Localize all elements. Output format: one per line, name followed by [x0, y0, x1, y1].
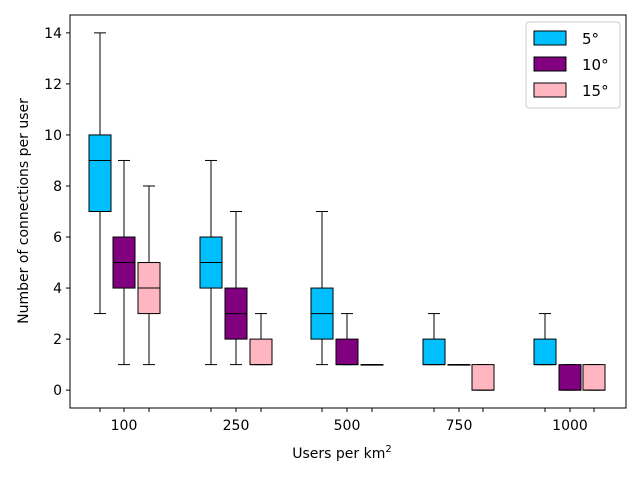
box-500-series-0 — [310, 211, 334, 366]
box-iqr — [249, 338, 273, 366]
legend-item: 10° — [533, 56, 609, 74]
box-750-series-1 — [447, 364, 471, 366]
legend-label: 5° — [582, 30, 599, 48]
box-iqr — [558, 364, 582, 391]
y-tick-label: 6 — [53, 230, 62, 246]
box-100-series-0 — [88, 32, 112, 315]
box-iqr — [422, 338, 446, 366]
y-tick-label: 14 — [44, 26, 62, 42]
legend-label: 10° — [582, 56, 609, 74]
x-axis-label-superscript: 2 — [385, 444, 391, 455]
legend-swatch — [533, 82, 567, 98]
y-axis-label: Number of connections per user — [16, 98, 32, 324]
box-750-series-0 — [422, 313, 446, 366]
x-tick-label: 1000 — [552, 418, 588, 434]
box-1000-series-0 — [533, 313, 557, 366]
box-750-series-2 — [471, 364, 495, 391]
x-axis-label: Users per km2 — [292, 444, 391, 462]
box-250-series-2 — [249, 313, 273, 366]
y-tick-label: 10 — [44, 128, 62, 144]
legend-item: 15° — [533, 82, 609, 100]
y-tick-label: 4 — [53, 281, 62, 297]
plot-area — [88, 32, 606, 391]
box-iqr — [471, 364, 495, 391]
y-tick-label: 2 — [53, 332, 62, 348]
box-iqr — [88, 134, 112, 212]
legend-label: 15° — [582, 82, 609, 100]
plot-frame — [69, 14, 627, 409]
y-tick-label: 8 — [53, 179, 62, 195]
box-iqr — [582, 364, 606, 391]
box-500-series-1 — [335, 313, 359, 366]
legend: 5° 10° 15° — [525, 21, 621, 109]
box-100-series-1 — [112, 159, 136, 366]
box-1000-series-1 — [558, 364, 582, 391]
legend-swatch — [533, 30, 567, 46]
box-500-series-2 — [360, 364, 384, 366]
axes: 0 2 4 6 8 10 12 14 100 250 500 750 1000 — [44, 14, 627, 434]
x-axis-label-text: Users per km — [292, 446, 385, 462]
box-1000-series-2 — [582, 364, 606, 391]
x-tick-label: 250 — [223, 418, 250, 434]
y-tick-label: 0 — [53, 383, 62, 399]
x-tick-label: 100 — [111, 418, 138, 434]
box-250-series-0 — [199, 159, 223, 366]
box-250-series-1 — [224, 211, 248, 366]
x-tick-label: 500 — [334, 418, 361, 434]
legend-swatch — [533, 56, 567, 72]
box-iqr — [533, 338, 557, 366]
y-tick-label: 12 — [44, 77, 62, 93]
box-iqr — [335, 338, 359, 366]
legend-item: 5° — [533, 30, 599, 48]
box-100-series-2 — [137, 185, 161, 366]
x-tick-label: 750 — [446, 418, 473, 434]
